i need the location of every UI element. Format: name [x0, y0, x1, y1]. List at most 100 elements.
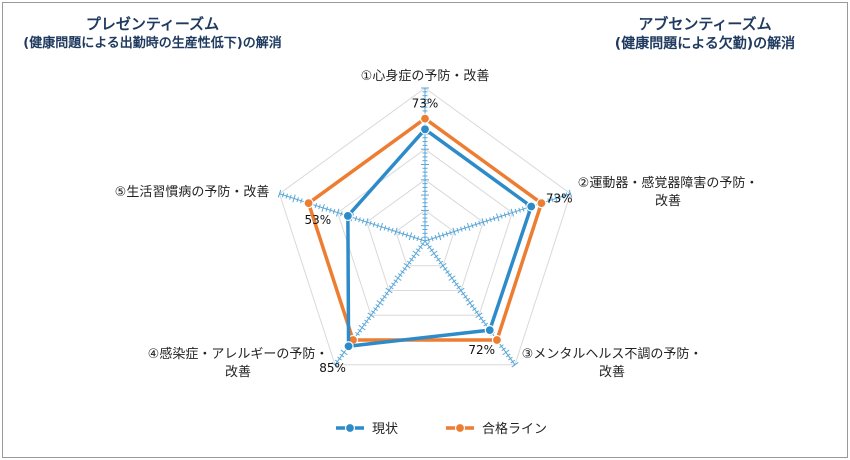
axis-4-tick [357, 328, 363, 333]
value-label-1: 73% [412, 96, 439, 110]
axis-3-tick [430, 250, 438, 257]
legend-marker-current [344, 422, 356, 434]
axis-4-tick [335, 359, 340, 364]
data-point-current-4 [343, 341, 354, 352]
axis-5-tick [300, 198, 303, 204]
axis-4-tick [370, 310, 376, 315]
axis-5-tick [361, 218, 365, 224]
data-point-pass-line-1 [419, 113, 431, 124]
axis-2-tick [568, 189, 573, 198]
presenteeism-title-sub: (健康問題による出勤時の生産性低下)の解消 [23, 36, 282, 51]
axis-4-tick [394, 275, 402, 281]
radar-series [303, 113, 547, 352]
axis-5-tick [369, 220, 372, 226]
axis-3-tick [465, 297, 471, 302]
axis-3-tick [447, 273, 453, 277]
axis-5-tick [365, 218, 369, 227]
axis-4-tick [375, 304, 381, 308]
axis-2-tick [521, 206, 525, 212]
grid-ring-5 [278, 87, 572, 366]
axis-4-tick [339, 353, 345, 358]
axis-2-tick [437, 232, 442, 241]
axis-2-tick [496, 213, 500, 222]
axis-5-tick [289, 194, 292, 200]
data-point-current-1 [419, 124, 431, 135]
axis-4-tick [366, 316, 372, 321]
axis-5-tick [332, 208, 336, 214]
axis-4-tick [340, 349, 348, 356]
axis-5-tick [321, 203, 325, 212]
axis-2-tick [434, 234, 438, 240]
axis-5-tick [408, 232, 413, 241]
value-label-2: 73% [546, 191, 573, 205]
axis-4-tick [397, 273, 403, 277]
presenteeism-title-main: プレゼンティーズム [85, 15, 220, 33]
axis-2-tick [514, 208, 518, 214]
axis-3-tick [505, 353, 511, 358]
radar-labels: 73% 73% 72% 85% 53% ①心身症の予防・改善 ②運動器・感覚器障害の予防・改… [115, 68, 759, 380]
axis-5-tick [292, 194, 296, 203]
axis-3-tick [442, 266, 448, 271]
axis-5-tick [340, 211, 343, 217]
axis-3-tick [483, 322, 489, 327]
axis-2-tick [463, 225, 467, 231]
axis-4-tick [384, 291, 390, 296]
axis-3-tick [502, 349, 510, 356]
axis-5-tick [416, 236, 419, 242]
axis-4-tick [331, 362, 339, 368]
axis-2-tick [478, 220, 481, 226]
axis-2-tick [452, 227, 456, 236]
axis-5-tick [277, 189, 282, 198]
axis-3-tick [499, 344, 504, 349]
axis-2-tick [503, 212, 507, 218]
axis-3-tick [445, 270, 450, 274]
data-point-pass-line-5 [303, 198, 314, 209]
legend-marker-pass-line [454, 422, 466, 434]
axis-2-tick [489, 217, 492, 223]
axis-2-tick [481, 218, 485, 227]
axis-4-tick [364, 319, 369, 324]
axis-2-tick [507, 211, 510, 217]
axis-5-tick [325, 206, 329, 212]
category-label-2: ②運動器・感覚器障害の予防・改善 [578, 175, 759, 209]
axis-2-tick [474, 221, 478, 227]
absenteeism-title: アブセンティーズム (健康問題による欠勤)の解消 [570, 14, 840, 54]
axis-4-tick [388, 285, 394, 290]
axis-2-tick [554, 194, 558, 203]
axis-3-tick [511, 362, 519, 368]
category-label-5: ⑤生活習慣病の予防・改善 [115, 184, 270, 200]
axis-3-tick [466, 300, 474, 306]
axis-3-tick [438, 260, 444, 265]
axis-4-tick [400, 270, 405, 274]
axis-3-tick [451, 279, 457, 284]
axis-3-tick [478, 316, 484, 321]
axis-4-tick [402, 266, 408, 271]
axis-5-tick [412, 234, 416, 240]
axis-5-tick [394, 227, 398, 236]
axis-4-tick [382, 294, 387, 299]
legend-label-current: 現状 [372, 422, 398, 437]
value-label-5: 53% [305, 213, 332, 227]
axis-5-tick [401, 231, 405, 237]
axis-5-tick [372, 221, 376, 227]
axis-2-tick [466, 222, 471, 231]
axis-5-tick [296, 197, 299, 203]
legend-label-pass-line: 合格ライン [482, 421, 547, 437]
axis-4-tick [373, 307, 378, 311]
absenteeism-title-sub: (健康問題による欠勤)の解消 [614, 36, 796, 52]
axis-4-tick [418, 245, 423, 250]
axis-3-tick [424, 242, 430, 246]
axis-4-tick [358, 324, 366, 331]
axis-4-tick [355, 331, 360, 336]
axis-3-tick [472, 307, 477, 311]
axis-4-tick [411, 254, 417, 259]
axis-5-tick [398, 230, 401, 236]
axis-2-tick [500, 213, 503, 219]
axis-5-tick [383, 225, 387, 231]
axis-2-tick [471, 223, 474, 229]
axis-5-tick [329, 207, 332, 213]
axis-4-tick [415, 248, 421, 253]
data-point-pass-line-2 [536, 198, 547, 209]
axis-3-tick [469, 304, 475, 308]
